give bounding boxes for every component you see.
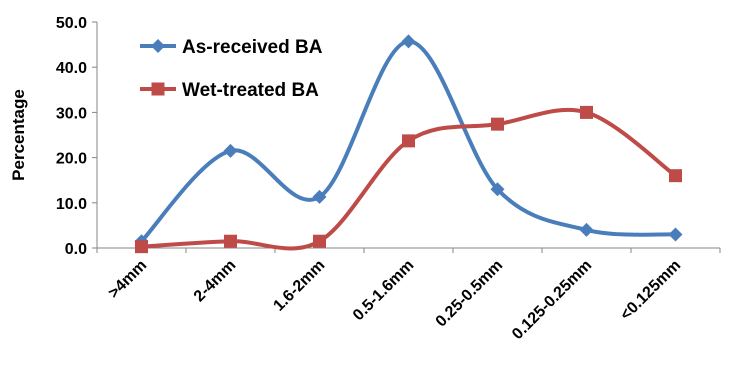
data-point-series-1 xyxy=(579,222,594,237)
data-point-series-1 xyxy=(668,227,683,242)
y-axis-title: Percentage xyxy=(9,89,28,181)
data-point-series-1 xyxy=(223,143,238,158)
legend-marker-2 xyxy=(151,82,165,96)
legend-label-1: As-received BA xyxy=(182,37,323,58)
data-point-series-2 xyxy=(224,234,237,248)
legend: As-received BA Wet-treated BA xyxy=(140,37,323,101)
x-tick-label: 1.6-2mm xyxy=(270,257,328,315)
legend-marker-1 xyxy=(151,39,165,53)
series-line-2 xyxy=(139,107,678,251)
data-point-series-1 xyxy=(490,182,505,197)
y-tick-label: 20.0 xyxy=(56,151,87,168)
x-tick-label: 0.5-1.6mm xyxy=(350,257,417,324)
data-point-series-2 xyxy=(669,169,682,183)
data-point-series-2 xyxy=(491,117,504,131)
x-tick-label: <0.125mm xyxy=(617,257,684,324)
legend-label-2: Wet-treated BA xyxy=(182,80,319,101)
x-tick-label: 0.125-0.25mm xyxy=(509,257,595,343)
y-tick-label: 30.0 xyxy=(56,105,87,122)
data-point-series-2 xyxy=(135,240,148,254)
plot-area: 0.0 10.0 20.0 30.0 40.0 50.0 >4mm 2-4mm 1.6-2mm 0… xyxy=(56,15,721,343)
data-point-series-1 xyxy=(312,189,327,204)
data-point-series-2 xyxy=(580,105,593,119)
y-tick-label: 40.0 xyxy=(56,60,87,77)
y-tick-label: 0.0 xyxy=(65,241,87,258)
x-tick-label: >4mm xyxy=(105,257,150,302)
data-point-series-2 xyxy=(313,234,326,248)
y-tick-label: 50.0 xyxy=(56,15,87,32)
data-point-series-2 xyxy=(402,134,415,148)
x-tick-label: 2-4mm xyxy=(191,257,239,305)
y-tick-label: 10.0 xyxy=(56,196,87,213)
data-point-series-1 xyxy=(401,34,416,49)
x-tick-label: 0.25-0.5mm xyxy=(433,257,507,331)
